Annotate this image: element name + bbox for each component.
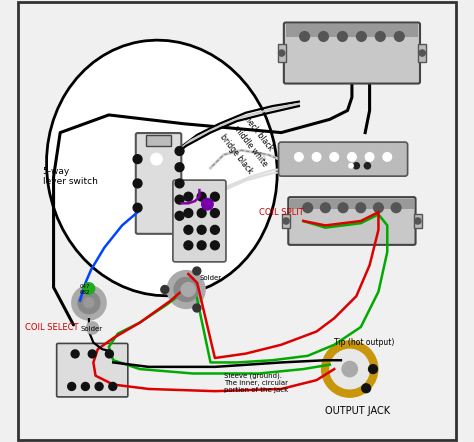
- Text: COIL SELECT: COIL SELECT: [25, 323, 78, 332]
- Circle shape: [175, 147, 184, 156]
- Circle shape: [337, 31, 347, 42]
- Circle shape: [193, 267, 201, 275]
- Circle shape: [330, 152, 338, 161]
- Circle shape: [210, 192, 219, 201]
- Circle shape: [338, 203, 348, 213]
- Circle shape: [181, 284, 192, 295]
- Circle shape: [342, 362, 357, 377]
- Circle shape: [349, 164, 353, 168]
- Circle shape: [353, 163, 359, 169]
- FancyBboxPatch shape: [279, 142, 408, 176]
- Circle shape: [356, 31, 366, 42]
- Text: 047
682: 047 682: [79, 284, 90, 295]
- Circle shape: [133, 155, 142, 164]
- Circle shape: [197, 225, 206, 234]
- Circle shape: [369, 365, 377, 373]
- Text: 5-way
lever switch: 5-way lever switch: [43, 167, 97, 187]
- Circle shape: [175, 179, 184, 188]
- Text: Solder: Solder: [80, 326, 102, 332]
- Circle shape: [193, 304, 201, 312]
- Circle shape: [210, 209, 219, 217]
- Circle shape: [375, 31, 385, 42]
- FancyBboxPatch shape: [136, 133, 182, 234]
- Bar: [286, 24, 418, 37]
- Bar: [282, 214, 290, 228]
- Circle shape: [78, 292, 100, 314]
- Circle shape: [82, 382, 90, 390]
- Circle shape: [279, 50, 285, 56]
- Circle shape: [105, 350, 113, 358]
- Circle shape: [151, 153, 162, 165]
- Text: COIL SPLIT: COIL SPLIT: [259, 208, 304, 217]
- Circle shape: [362, 384, 371, 392]
- Circle shape: [201, 198, 213, 210]
- Circle shape: [319, 31, 328, 42]
- Bar: [278, 44, 286, 61]
- Circle shape: [175, 195, 184, 204]
- Circle shape: [210, 225, 219, 234]
- Text: middle white: middle white: [231, 123, 269, 168]
- Ellipse shape: [46, 40, 277, 296]
- Circle shape: [109, 382, 117, 390]
- Text: Tip (hot output): Tip (hot output): [334, 338, 395, 347]
- Circle shape: [95, 382, 103, 390]
- Circle shape: [168, 271, 205, 308]
- Text: neck black: neck black: [242, 114, 274, 152]
- Circle shape: [184, 241, 193, 250]
- Circle shape: [365, 163, 371, 169]
- FancyBboxPatch shape: [288, 197, 416, 245]
- Circle shape: [320, 203, 330, 213]
- Circle shape: [72, 286, 106, 320]
- Circle shape: [175, 211, 184, 220]
- Circle shape: [330, 349, 369, 389]
- Circle shape: [415, 218, 421, 224]
- Circle shape: [312, 152, 321, 161]
- Circle shape: [174, 278, 198, 301]
- Text: Solder: Solder: [200, 275, 221, 282]
- Circle shape: [133, 203, 142, 212]
- Circle shape: [365, 152, 374, 161]
- Circle shape: [197, 209, 206, 217]
- Bar: [290, 199, 414, 209]
- Circle shape: [394, 31, 404, 42]
- FancyBboxPatch shape: [284, 23, 420, 84]
- Circle shape: [356, 203, 365, 213]
- Circle shape: [322, 342, 377, 396]
- Circle shape: [71, 350, 79, 358]
- Bar: [418, 44, 426, 61]
- Circle shape: [86, 322, 99, 334]
- Circle shape: [175, 163, 184, 171]
- Text: OUTPUT JACK: OUTPUT JACK: [325, 406, 391, 416]
- Circle shape: [161, 286, 169, 293]
- Circle shape: [347, 152, 356, 161]
- Circle shape: [68, 382, 76, 390]
- Circle shape: [88, 350, 96, 358]
- Circle shape: [391, 203, 401, 213]
- Circle shape: [294, 152, 303, 161]
- Bar: [146, 135, 171, 146]
- Bar: [414, 214, 422, 228]
- Circle shape: [300, 31, 310, 42]
- Circle shape: [182, 282, 195, 297]
- FancyBboxPatch shape: [173, 180, 226, 262]
- Circle shape: [383, 152, 392, 161]
- Circle shape: [184, 209, 193, 217]
- Text: bridge black: bridge black: [218, 132, 255, 175]
- Circle shape: [283, 218, 289, 224]
- Circle shape: [197, 241, 206, 250]
- Circle shape: [83, 283, 95, 294]
- Text: Sleeve (ground).
The inner, circular
portion of the jack: Sleeve (ground). The inner, circular por…: [224, 372, 288, 392]
- Circle shape: [84, 298, 94, 308]
- FancyBboxPatch shape: [57, 343, 128, 397]
- Circle shape: [374, 203, 383, 213]
- Circle shape: [133, 179, 142, 188]
- Circle shape: [210, 241, 219, 250]
- Circle shape: [303, 203, 312, 213]
- Circle shape: [419, 50, 425, 56]
- Circle shape: [184, 225, 193, 234]
- Circle shape: [197, 192, 206, 201]
- Circle shape: [184, 192, 193, 201]
